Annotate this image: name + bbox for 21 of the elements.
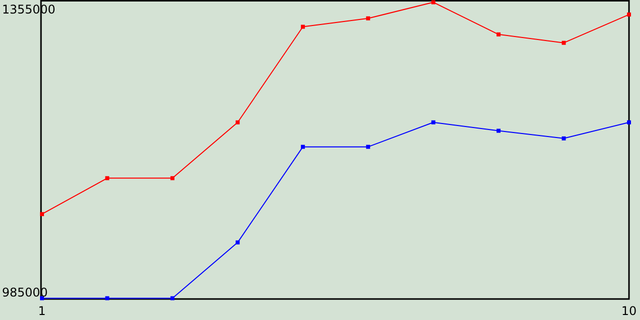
point — [236, 240, 240, 244]
point — [431, 0, 436, 4]
point — [627, 12, 631, 17]
point — [562, 40, 566, 45]
point — [496, 128, 501, 133]
point — [300, 24, 305, 29]
point — [236, 120, 240, 124]
point — [562, 136, 566, 140]
x-tick-label: 10 — [621, 304, 637, 318]
point — [40, 212, 44, 216]
point — [431, 120, 436, 124]
x-tick-label: 1 — [38, 304, 46, 318]
point — [105, 176, 110, 180]
point — [170, 296, 174, 300]
point — [627, 120, 631, 124]
point — [105, 296, 110, 300]
point — [300, 144, 305, 149]
point — [496, 32, 501, 36]
point — [366, 16, 370, 20]
point — [170, 176, 174, 180]
point — [366, 144, 370, 149]
